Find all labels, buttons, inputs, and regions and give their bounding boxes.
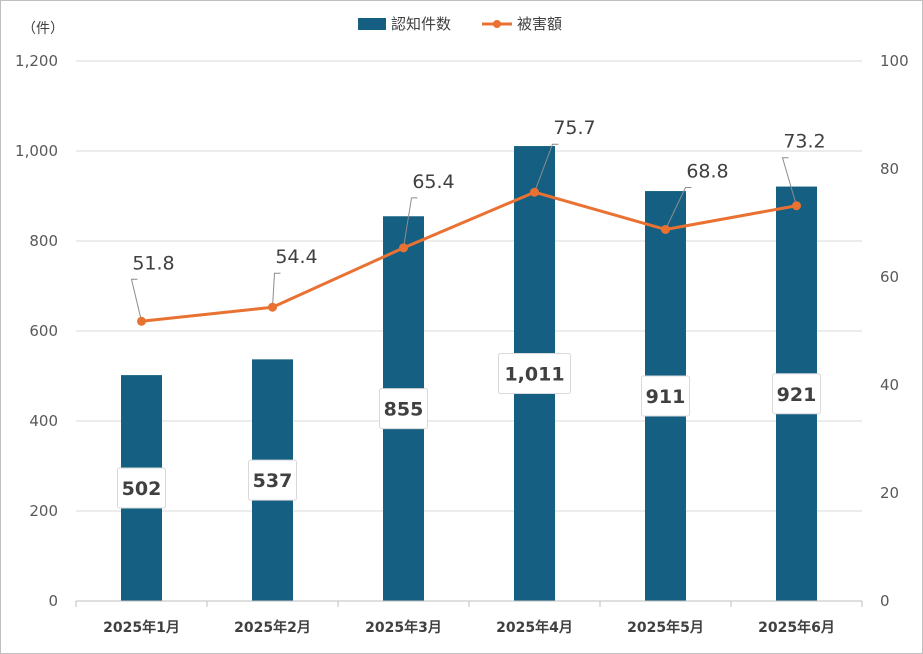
line-data-label: 54.4: [275, 246, 317, 268]
bar-data-label-box: [379, 388, 428, 430]
leader-lines: [130, 143, 797, 322]
leader-line: [272, 272, 281, 308]
x-tick-label: 2025年6月: [758, 619, 835, 636]
x-tick-label: 2025年1月: [103, 619, 180, 636]
y-left-tick-label: 400: [29, 412, 58, 430]
y-right-tick-label: 80: [880, 160, 899, 178]
y-right-tick-label: 100: [880, 52, 909, 70]
line-data-label: 51.8: [132, 252, 174, 274]
line-marker: [661, 224, 670, 234]
y-left-tick-label: 1,000: [15, 142, 58, 160]
y-right-tick-label: 0: [880, 592, 890, 610]
line-marker: [137, 316, 146, 326]
y-left-tick-label: 200: [29, 502, 58, 520]
bar-data-label-box: [117, 467, 166, 509]
y-left-tick-label: 0: [48, 592, 58, 610]
bar-data-label: 921: [777, 384, 817, 406]
legend-swatch-bar: [358, 18, 386, 30]
line-path: [141, 190, 797, 323]
bar-data-label: 537: [253, 470, 293, 492]
bar-data-label: 1,011: [504, 364, 564, 386]
legend: 認知件数 被害額: [358, 15, 562, 33]
gridlines: [76, 60, 862, 512]
y-left-tick-label: 1,200: [15, 52, 58, 70]
line-series: [137, 187, 801, 326]
legend-label-bar: 認知件数: [391, 15, 451, 33]
x-tick-label: 2025年3月: [365, 619, 442, 636]
line-marker: [399, 243, 408, 253]
leader-line: [403, 197, 418, 248]
legend-label-line: 被害額: [517, 15, 562, 33]
bars: [121, 146, 817, 602]
leader-line: [781, 157, 797, 206]
bar-data-label: 502: [122, 478, 162, 500]
y-left-tick-label: 600: [29, 322, 58, 340]
bar-data-label: 855: [384, 399, 424, 421]
line-marker: [268, 302, 277, 312]
x-tick-label: 2025年5月: [627, 619, 704, 636]
line-data-label: 68.8: [686, 160, 728, 182]
line-marker: [792, 201, 801, 211]
axes: 0 200 400 600 800 1,000 1,200 0 20 40 60 80 100 2025年…: [15, 52, 909, 636]
leader-line: [665, 186, 692, 230]
line-data-label: 75.7: [553, 117, 595, 139]
y-left-tick-label: 800: [29, 232, 58, 250]
line-data-label: 65.4: [412, 171, 454, 193]
bar-data-label: 911: [646, 386, 686, 408]
leader-line: [130, 278, 142, 322]
bar-data-label-box: [498, 353, 571, 395]
leader-line: [534, 143, 559, 193]
legend-swatch-marker: [493, 20, 501, 28]
y-right-tick-label: 40: [880, 376, 899, 394]
y-left-unit: （件）: [22, 21, 64, 37]
line-marker: [530, 187, 539, 197]
bar-data-label-box: [641, 375, 690, 417]
line-data-label: 73.2: [783, 131, 825, 153]
x-tick-label: 2025年4月: [496, 619, 573, 636]
x-tick-label: 2025年2月: [234, 619, 311, 636]
bar-data-label-box: [772, 373, 821, 415]
y-right-tick-label: 60: [880, 268, 899, 286]
y-right-tick-label: 20: [880, 484, 899, 502]
data-labels: 502 537 855 1,011 911 921 51.8 54.4 65.4 75.7 68.8…: [117, 117, 826, 509]
bar-data-label-box: [248, 459, 297, 501]
